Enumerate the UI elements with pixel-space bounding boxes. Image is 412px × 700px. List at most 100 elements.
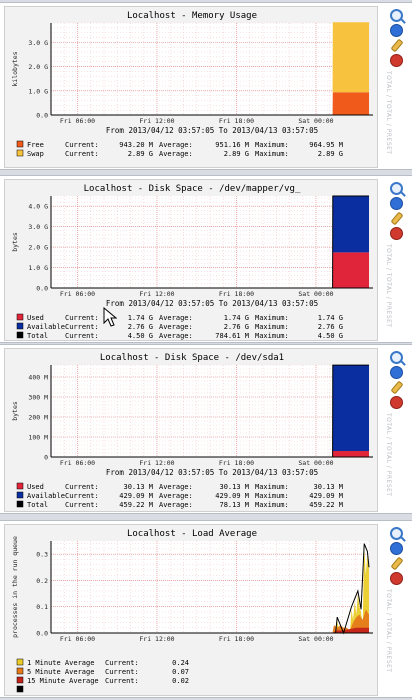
legend-value: 784.61 M xyxy=(215,332,249,340)
legend-value: 4.50 G xyxy=(128,332,153,340)
legend-name: Used xyxy=(27,314,44,322)
x-tick-label: Sat 00:00 xyxy=(298,290,333,298)
series-line xyxy=(334,543,370,635)
legend-value: 1.74 G xyxy=(128,314,153,322)
graph-memory[interactable]: Localhost - Memory Usage 0.0 1.0 G 2.0 G 3.0… xyxy=(4,6,378,168)
legend-label: Average: xyxy=(159,332,193,340)
graph-actions: TOTAL / TOTAL / PRESET xyxy=(382,523,412,695)
load-average-chart: Localhost - Load Average 0.0 0.1 0.2 0.3 Fri … xyxy=(11,529,373,693)
legend-value: 2.89 G xyxy=(128,150,153,158)
delete-icon[interactable] xyxy=(390,227,403,240)
x-tick-label: Sat 00:00 xyxy=(298,635,333,643)
y-tick-label: 0.0 xyxy=(36,112,48,120)
legend-swatch xyxy=(16,685,24,693)
x-tick-label: Fri 12:00 xyxy=(139,290,174,298)
legend-label: Average: xyxy=(159,483,193,491)
zoom-icon[interactable] xyxy=(390,351,403,364)
zoom-icon[interactable] xyxy=(390,9,403,22)
edit-icon[interactable] xyxy=(390,556,404,571)
mouse-cursor xyxy=(103,307,117,327)
zoom-icon[interactable] xyxy=(390,182,403,195)
graph-disk-sda1[interactable]: Localhost - Disk Space - /dev/sda1 0 100 M… xyxy=(4,348,378,512)
y-tick-label: 2.0 G xyxy=(28,63,48,71)
legend-value: 459.22 M xyxy=(119,501,153,509)
graph-actions: TOTAL / TOTAL / PRESET xyxy=(382,5,412,167)
y-tick-label: 200 M xyxy=(28,414,48,422)
x-tick-label: Sat 00:00 xyxy=(298,459,333,467)
x-tick-label: Fri 06:00 xyxy=(60,459,95,467)
y-axis-label: bytes xyxy=(11,232,19,252)
y-axis-label: processes in the run queue xyxy=(11,536,19,638)
legend-value: 0.02 xyxy=(172,677,189,685)
legend-label: Current: xyxy=(65,141,99,149)
edit-icon[interactable] xyxy=(390,38,404,53)
legend-name: 15 Minute Average xyxy=(27,677,99,685)
legend-value: 2.76 G xyxy=(318,323,343,331)
chart-title: Localhost - Load Average xyxy=(127,529,257,539)
refresh-icon[interactable] xyxy=(390,366,403,379)
refresh-icon[interactable] xyxy=(390,24,403,37)
edit-icon[interactable] xyxy=(390,380,404,395)
graph-panel-disk-vg: Localhost - Disk Space - /dev/mapper/vg_… xyxy=(0,175,412,343)
series-area xyxy=(332,196,369,253)
legend-value: 951.16 M xyxy=(215,141,249,149)
y-tick-label: 3.0 G xyxy=(28,223,48,231)
legend-value: 78.13 M xyxy=(219,501,249,509)
sidebar-text: TOTAL / TOTAL / PRESET xyxy=(385,413,392,497)
delete-icon[interactable] xyxy=(390,572,403,585)
graph-panel-memory: Localhost - Memory Usage 0.0 1.0 G 2.0 G 3.0… xyxy=(0,2,412,170)
x-tick-label: Fri 06:00 xyxy=(60,635,95,643)
legend-label: Maximum: xyxy=(255,323,289,331)
legend-name: Used xyxy=(27,483,44,491)
legend-label: Average: xyxy=(159,501,193,509)
legend-value: 0.07 xyxy=(172,668,189,676)
legend-label: Maximum: xyxy=(255,314,289,322)
legend-label: Current: xyxy=(105,668,139,676)
x-tick-label: Fri 18:00 xyxy=(219,290,254,298)
chart-title: Localhost - Disk Space - /dev/sda1 xyxy=(100,353,284,363)
y-tick-label: 300 M xyxy=(28,394,48,402)
graph-load[interactable]: Localhost - Load Average 0.0 0.1 0.2 0.3 Fri … xyxy=(4,524,378,696)
series-area xyxy=(332,365,369,451)
legend-label: Maximum: xyxy=(255,501,289,509)
series-area xyxy=(332,627,369,633)
y-tick-label: 400 M xyxy=(28,374,48,382)
graph-disk-vg[interactable]: Localhost - Disk Space - /dev/mapper/vg_… xyxy=(4,179,378,341)
refresh-icon[interactable] xyxy=(390,542,403,555)
legend-label: Average: xyxy=(159,150,193,158)
legend-swatch xyxy=(16,491,24,499)
disk-space-vg-chart: Localhost - Disk Space - /dev/mapper/vg_… xyxy=(11,184,373,340)
legend-label: Current: xyxy=(65,150,99,158)
y-tick-label: 2.0 G xyxy=(28,244,48,252)
sidebar-text: TOTAL / TOTAL / PRESET xyxy=(385,71,392,155)
legend-label: Maximum: xyxy=(255,332,289,340)
y-tick-label: 0 xyxy=(44,454,48,462)
legend-swatch xyxy=(16,313,24,321)
y-axis-label: bytes xyxy=(11,401,19,421)
x-tick-label: Fri 18:00 xyxy=(219,117,254,125)
delete-icon[interactable] xyxy=(390,54,403,67)
x-tick-label: Fri 18:00 xyxy=(219,635,254,643)
series-area xyxy=(332,546,369,633)
legend-value: 943.20 M xyxy=(119,141,153,149)
delete-icon[interactable] xyxy=(390,396,403,409)
legend-name: Swap xyxy=(27,150,44,158)
series-area xyxy=(332,450,369,457)
refresh-icon[interactable] xyxy=(390,197,403,210)
chart-title: Localhost - Memory Usage xyxy=(127,11,257,21)
legend-swatch xyxy=(16,658,24,666)
edit-icon[interactable] xyxy=(390,211,404,226)
legend-value: 2.89 G xyxy=(318,150,343,158)
zoom-icon[interactable] xyxy=(390,527,403,540)
y-tick-label: 0.1 xyxy=(36,603,48,611)
legend-label: Maximum: xyxy=(255,483,289,491)
y-tick-label: 0.3 xyxy=(36,551,48,559)
legend-value: 964.95 M xyxy=(309,141,343,149)
legend-label: Current: xyxy=(65,483,99,491)
x-tick-label: Fri 12:00 xyxy=(139,117,174,125)
y-tick-label: 0.0 xyxy=(36,285,48,293)
legend-value: 459.22 M xyxy=(309,501,343,509)
graph-panel-load: Localhost - Load Average 0.0 0.1 0.2 0.3 Fri … xyxy=(0,520,412,698)
legend-swatch xyxy=(16,331,24,339)
legend-swatch xyxy=(16,482,24,490)
